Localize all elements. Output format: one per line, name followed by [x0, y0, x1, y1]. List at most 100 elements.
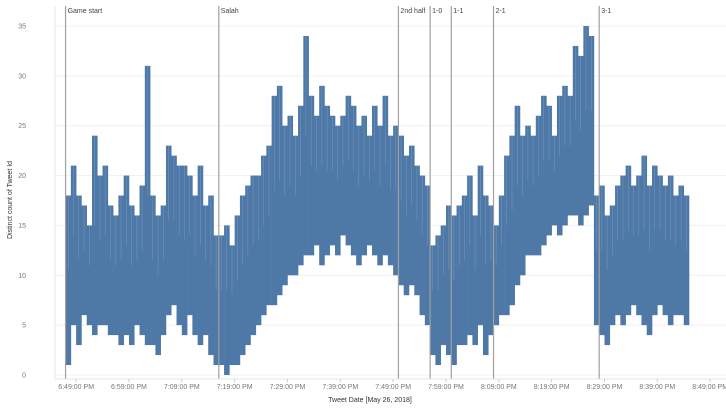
- range-bar: [488, 205, 494, 336]
- range-bar: [514, 105, 521, 286]
- range-bar: [171, 155, 177, 306]
- range-bar: [86, 225, 93, 326]
- range-bar: [387, 135, 394, 266]
- y-tick-label: 10: [18, 273, 26, 280]
- annotation-label: 2nd half: [400, 8, 425, 15]
- range-bar: [134, 215, 140, 326]
- range-bar: [599, 185, 605, 336]
- x-tick-label: 8:09:00 PM: [481, 384, 517, 391]
- x-axis-title: Tweet Date [May 26, 2018]: [328, 397, 412, 404]
- x-tick-label: 8:29:00 PM: [587, 384, 623, 391]
- range-bar: [197, 165, 204, 346]
- range-bar: [313, 115, 320, 246]
- range-bar: [667, 175, 674, 326]
- range-bar: [319, 85, 325, 266]
- range-bar: [271, 95, 278, 306]
- range-bar: [76, 195, 82, 346]
- range-bar: [202, 205, 209, 336]
- range-bar: [414, 165, 420, 296]
- range-bar: [593, 195, 600, 326]
- range-bar: [266, 145, 272, 306]
- annotation-label: 2-1: [496, 8, 506, 15]
- range-bar: [224, 225, 230, 375]
- range-bar: [382, 95, 389, 256]
- x-tick-label: 7:29:00 PM: [270, 384, 306, 391]
- range-bar: [472, 215, 478, 346]
- range-bar: [430, 245, 436, 356]
- range-bar: [81, 205, 88, 316]
- range-bar: [208, 195, 214, 356]
- range-bar: [662, 185, 669, 316]
- range-bar: [646, 185, 653, 336]
- range-bar: [615, 185, 621, 316]
- range-bar: [372, 105, 378, 256]
- annotation-label: Game start: [68, 8, 103, 15]
- x-tick-label: 7:09:00 PM: [164, 384, 200, 391]
- x-axis: 6:49:00 PM 6:59:00 PM 7:09:00 PM 7:19:00 PM…: [55, 378, 726, 391]
- y-tick-label: 15: [18, 223, 26, 230]
- range-bar: [250, 175, 257, 336]
- range-bar: [588, 35, 595, 206]
- annotation-label: 1-1: [453, 8, 463, 15]
- annotation-label: 3-1: [601, 8, 611, 15]
- range-bar: [324, 105, 331, 256]
- range-bar: [477, 165, 484, 326]
- range-bar: [562, 85, 568, 226]
- range-bar: [350, 105, 357, 256]
- range-bar: [345, 95, 352, 246]
- range-bar: [551, 135, 558, 226]
- annotation-label: 1-0: [432, 8, 442, 15]
- range-bar: [123, 175, 130, 336]
- range-bar: [456, 205, 463, 346]
- range-bar: [192, 195, 198, 336]
- range-bar: [482, 195, 489, 356]
- range-bar: [113, 215, 119, 336]
- range-bar: [461, 195, 468, 346]
- range-bar: [498, 195, 505, 316]
- range-bar: [609, 205, 616, 326]
- range-bar: [408, 145, 415, 286]
- y-tick-label: 20: [18, 173, 26, 180]
- range-bar: [673, 195, 679, 316]
- range-bar: [620, 175, 626, 326]
- range-bar: [393, 125, 399, 276]
- annotation-label: Salah: [221, 8, 239, 15]
- range-bar: [218, 235, 225, 366]
- range-bar: [97, 175, 103, 326]
- x-tick-label: 7:49:00 PM: [375, 384, 411, 391]
- range-bar: [155, 215, 161, 356]
- range-bar: [239, 195, 246, 356]
- range-bar: [187, 175, 193, 316]
- range-bar: [504, 155, 510, 316]
- range-bar: [329, 115, 336, 246]
- range-bar: [165, 145, 172, 316]
- range-bar: [292, 135, 299, 276]
- range-bar: [630, 185, 637, 306]
- range-bar: [440, 225, 447, 346]
- range-bar: [657, 175, 663, 306]
- range-bar: [261, 155, 267, 316]
- range-bar: [636, 175, 642, 316]
- y-tick-label: 35: [18, 24, 26, 31]
- range-bar: [530, 135, 537, 256]
- range-bar: [245, 185, 251, 346]
- range-bar: [509, 135, 515, 306]
- range-bar: [118, 195, 124, 346]
- range-bar: [107, 205, 114, 336]
- range-bar: [361, 115, 368, 256]
- range-bar: [176, 165, 183, 326]
- x-tick-label: 8:39:00 PM: [639, 384, 675, 391]
- y-tick-label: 5: [22, 323, 26, 330]
- y-tick-label: 0: [22, 373, 26, 380]
- range-bar: [398, 135, 405, 286]
- range-bar: [282, 125, 288, 286]
- range-bar: [298, 105, 304, 266]
- x-tick-label: 6:49:00 PM: [58, 384, 94, 391]
- range-bar: [366, 135, 373, 246]
- range-bar: [160, 205, 167, 336]
- range-bar: [181, 165, 188, 336]
- range-bar: [541, 95, 547, 246]
- range-bar: [144, 65, 151, 346]
- range-bar: [229, 245, 235, 366]
